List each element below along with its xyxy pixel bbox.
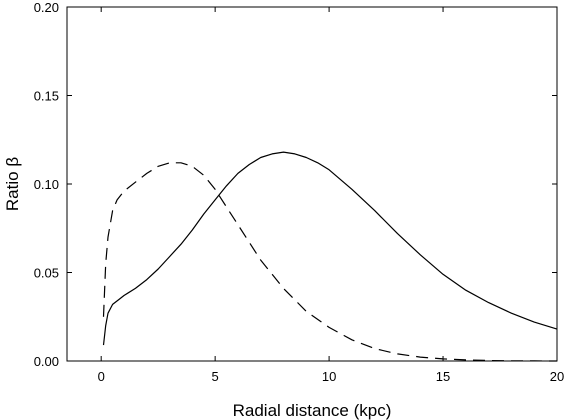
y-tick-label: 0.20 — [34, 0, 59, 15]
tick-labels: 0 5 10 15 20 0.00 0.05 0.10 0.15 0.20 — [34, 0, 565, 384]
series-lines — [102, 151, 558, 362]
axis-ticks — [67, 6, 558, 362]
y-tick-label: 0.15 — [34, 89, 59, 104]
plot-frame — [66, 6, 558, 362]
y-tick-label: 0.00 — [34, 354, 59, 369]
x-tick-label: 5 — [212, 369, 219, 384]
x-tick-label: 20 — [550, 369, 564, 384]
dashed-series-line — [102, 162, 558, 362]
x-axis-label: Radial distance (kpc) — [233, 401, 392, 420]
solid-series-line — [102, 151, 558, 346]
y-tick-label: 0.05 — [34, 266, 59, 281]
y-axis-label: Ratio β — [3, 157, 22, 211]
x-tick-label: 0 — [98, 369, 105, 384]
x-tick-label: 15 — [436, 369, 450, 384]
y-tick-label: 0.10 — [34, 177, 59, 192]
x-tick-label: 10 — [322, 369, 336, 384]
